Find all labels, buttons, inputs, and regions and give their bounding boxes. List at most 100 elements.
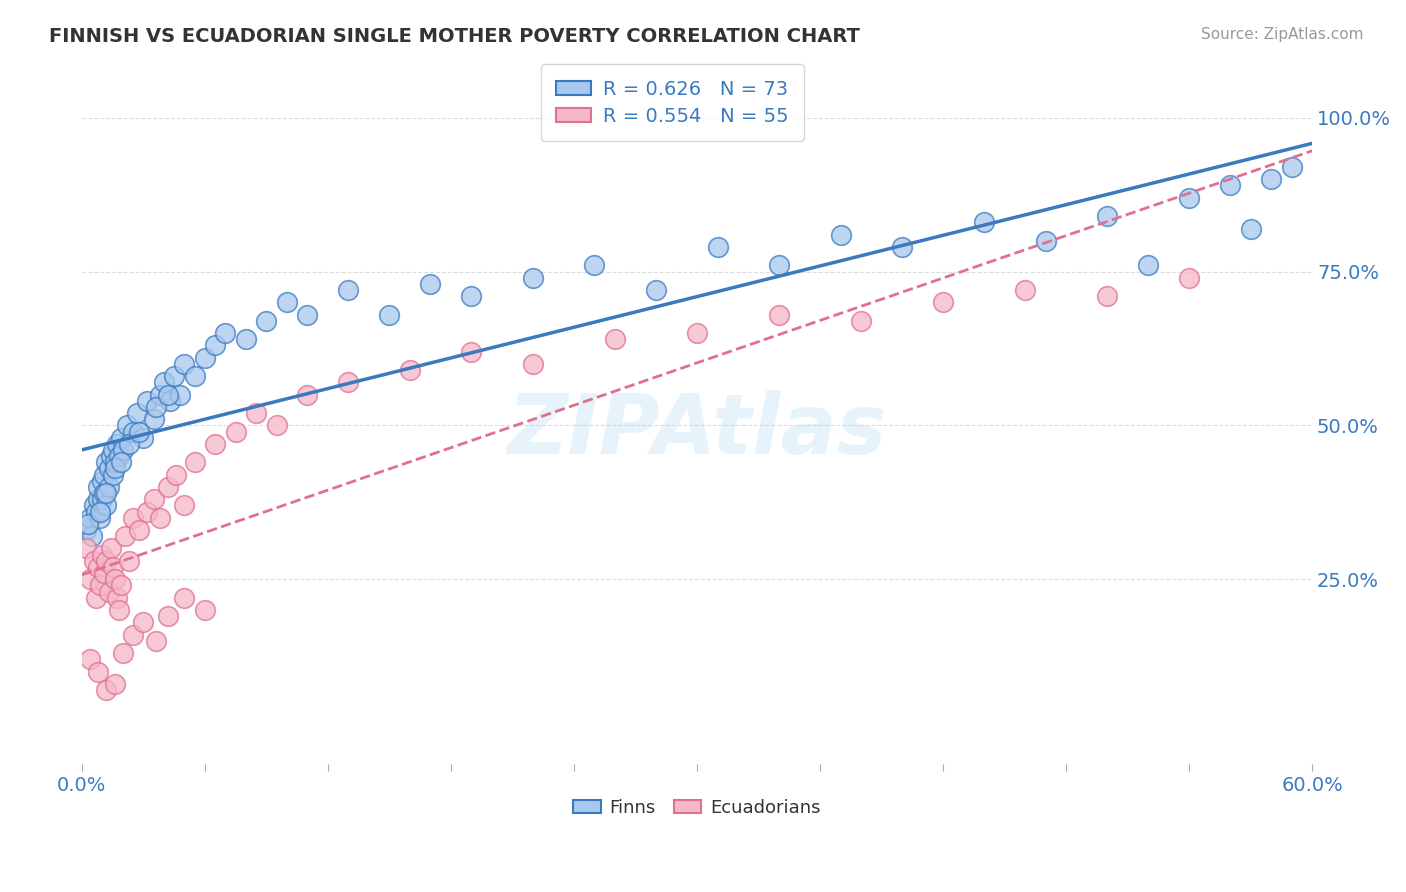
- Point: [297, 387, 319, 401]
- Point: [91, 548, 114, 562]
- Point: [156, 387, 179, 401]
- Point: [849, 314, 872, 328]
- Point: [77, 516, 100, 531]
- Point: [84, 591, 107, 605]
- Point: [89, 510, 111, 524]
- Point: [245, 406, 267, 420]
- Point: [136, 504, 159, 518]
- Point: [297, 308, 319, 322]
- Point: [603, 332, 626, 346]
- Point: [156, 609, 179, 624]
- Point: [159, 393, 181, 408]
- Point: [183, 455, 205, 469]
- Point: [1014, 283, 1036, 297]
- Point: [87, 480, 110, 494]
- Text: Source: ZipAtlas.com: Source: ZipAtlas.com: [1201, 27, 1364, 42]
- Point: [111, 646, 134, 660]
- Point: [104, 572, 127, 586]
- Point: [96, 486, 118, 500]
- Point: [214, 326, 236, 340]
- Point: [75, 523, 97, 537]
- Point: [1137, 259, 1160, 273]
- Point: [276, 295, 298, 310]
- Point: [706, 240, 728, 254]
- Point: [110, 431, 132, 445]
- Point: [79, 652, 101, 666]
- Point: [96, 683, 118, 698]
- Point: [1260, 172, 1282, 186]
- Point: [101, 443, 124, 458]
- Point: [1035, 234, 1057, 248]
- Point: [96, 554, 118, 568]
- Point: [83, 499, 105, 513]
- Point: [115, 418, 138, 433]
- Point: [118, 554, 141, 568]
- Point: [104, 461, 127, 475]
- Point: [173, 499, 195, 513]
- Point: [110, 455, 132, 469]
- Point: [645, 283, 668, 297]
- Point: [89, 578, 111, 592]
- Point: [1095, 289, 1118, 303]
- Point: [100, 541, 122, 556]
- Point: [337, 283, 360, 297]
- Point: [1095, 209, 1118, 223]
- Point: [91, 474, 114, 488]
- Point: [96, 455, 118, 469]
- Point: [145, 633, 167, 648]
- Point: [235, 332, 257, 346]
- Point: [1239, 221, 1261, 235]
- Point: [87, 560, 110, 574]
- Point: [96, 499, 118, 513]
- Point: [97, 584, 120, 599]
- Point: [169, 387, 191, 401]
- Point: [891, 240, 914, 254]
- Point: [97, 480, 120, 494]
- Point: [194, 351, 217, 365]
- Point: [686, 326, 709, 340]
- Point: [142, 492, 165, 507]
- Text: ZIPAtlas: ZIPAtlas: [508, 390, 887, 471]
- Point: [87, 665, 110, 679]
- Point: [105, 591, 128, 605]
- Point: [142, 412, 165, 426]
- Point: [101, 560, 124, 574]
- Point: [153, 376, 176, 390]
- Point: [97, 461, 120, 475]
- Point: [973, 215, 995, 229]
- Point: [163, 369, 186, 384]
- Point: [183, 369, 205, 384]
- Point: [337, 376, 360, 390]
- Legend: Finns, Ecuadorians: Finns, Ecuadorians: [567, 792, 828, 824]
- Point: [84, 504, 107, 518]
- Point: [136, 393, 159, 408]
- Point: [79, 510, 101, 524]
- Point: [266, 418, 288, 433]
- Text: FINNISH VS ECUADORIAN SINGLE MOTHER POVERTY CORRELATION CHART: FINNISH VS ECUADORIAN SINGLE MOTHER POVE…: [49, 27, 860, 45]
- Point: [173, 357, 195, 371]
- Point: [1219, 178, 1241, 193]
- Point: [128, 425, 150, 439]
- Point: [101, 467, 124, 482]
- Point: [118, 437, 141, 451]
- Point: [225, 425, 247, 439]
- Point: [204, 338, 226, 352]
- Point: [204, 437, 226, 451]
- Point: [399, 363, 422, 377]
- Point: [89, 504, 111, 518]
- Point: [128, 523, 150, 537]
- Point: [830, 227, 852, 242]
- Point: [75, 541, 97, 556]
- Point: [127, 406, 149, 420]
- Point: [419, 277, 441, 291]
- Point: [149, 387, 172, 401]
- Point: [132, 615, 155, 630]
- Point: [1178, 270, 1201, 285]
- Point: [132, 431, 155, 445]
- Point: [1281, 160, 1303, 174]
- Point: [105, 437, 128, 451]
- Point: [111, 443, 134, 458]
- Point: [122, 425, 145, 439]
- Point: [1178, 191, 1201, 205]
- Point: [522, 270, 544, 285]
